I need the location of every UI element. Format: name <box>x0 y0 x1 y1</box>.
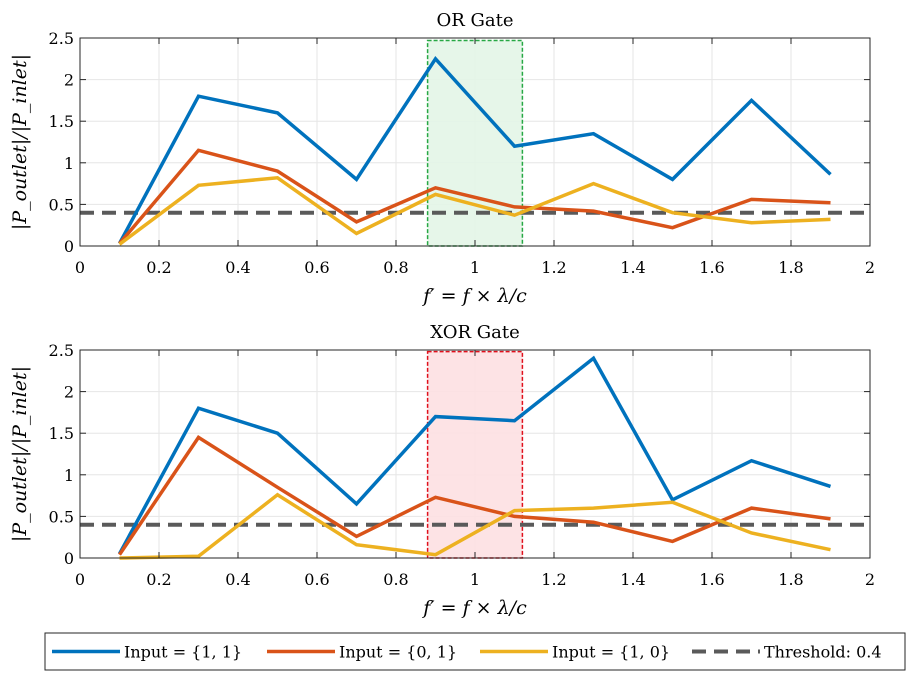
y-tick-label: 0 <box>64 237 74 256</box>
y-tick-label: 1 <box>64 154 74 173</box>
x-tick-label: 1.6 <box>699 570 724 589</box>
series-line-input-0-1 <box>118 435 831 556</box>
chart-title: OR Gate <box>436 10 513 31</box>
series-line-input-1-0 <box>119 492 831 560</box>
x-tick-label: 0.8 <box>383 258 408 277</box>
legend-label-1: Input = {0, 1} <box>339 643 457 662</box>
series-line-input-0-1 <box>118 148 831 245</box>
x-tick-label: 0.6 <box>304 570 329 589</box>
x-tick-label: 1.8 <box>778 258 803 277</box>
x-axis-label: f′ = f × λ/c <box>421 285 527 307</box>
y-tick-label: 1.5 <box>49 424 74 443</box>
y-tick-label: 0 <box>64 549 74 568</box>
x-tick-label: 1.2 <box>541 570 566 589</box>
x-tick-label: 0.2 <box>146 570 171 589</box>
x-tick-label: 0 <box>75 258 85 277</box>
y-tick-label: 2.5 <box>49 29 74 48</box>
y-tick-label: 0.5 <box>49 195 74 214</box>
legend-box <box>44 632 906 671</box>
y-tick-label: 0.5 <box>49 507 74 526</box>
legend-label-3: Threshold: 0.4 <box>764 643 882 662</box>
y-tick-label: 1.5 <box>49 112 74 131</box>
x-tick-label: 1.6 <box>699 258 724 277</box>
x-tick-label: 0 <box>75 570 85 589</box>
chart-title: XOR Gate <box>430 322 520 343</box>
x-tick-label: 1.4 <box>620 570 645 589</box>
y-axis-label: |P_outlet|/|P_inlet| <box>9 366 31 542</box>
y-tick-label: 2.5 <box>49 341 74 360</box>
x-tick-label: 0.8 <box>383 570 408 589</box>
x-tick-label: 1 <box>470 258 480 277</box>
x-axis-label: f′ = f × λ/c <box>421 597 527 619</box>
x-tick-label: 0.2 <box>146 258 171 277</box>
y-tick-label: 1 <box>64 466 74 485</box>
series-line-input-1-1 <box>117 55 832 245</box>
series-line-input-1-1 <box>117 355 832 555</box>
x-tick-label: 0.4 <box>225 258 250 277</box>
x-tick-label: 0.6 <box>304 258 329 277</box>
y-tick-label: 2 <box>64 71 74 90</box>
x-tick-label: 2 <box>865 258 875 277</box>
y-axis-label: |P_outlet|/|P_inlet| <box>9 54 31 230</box>
legend-label-0: Input = {1, 1} <box>124 643 242 662</box>
y-tick-label: 2 <box>64 383 74 402</box>
x-tick-label: 2 <box>865 570 875 589</box>
x-tick-label: 0.4 <box>225 570 250 589</box>
x-tick-label: 1.8 <box>778 570 803 589</box>
xor-gate-chart: 0 0.2 0.4 0.6 0.8 1 1.2 1.4 1.6 1.8 2 0 0.5 1 1.5 2 2.5 X… <box>9 322 875 619</box>
x-tick-label: 1 <box>470 570 480 589</box>
or-gate-chart: 0 0.2 0.4 0.6 0.8 1 1.2 1.4 1.6 1.8 2 0 0.5 1 1.5 2 2.5 O… <box>9 10 875 307</box>
xor-highlight-region <box>426 350 524 559</box>
x-tick-label: 1.4 <box>620 258 645 277</box>
series-line-input-1-0 <box>118 175 831 246</box>
legend-label-2: Input = {1, 0} <box>552 643 670 662</box>
x-tick-label: 1.2 <box>541 258 566 277</box>
legend: Input = {1, 1} Input = {0, 1} Input = {1, … <box>44 632 906 671</box>
